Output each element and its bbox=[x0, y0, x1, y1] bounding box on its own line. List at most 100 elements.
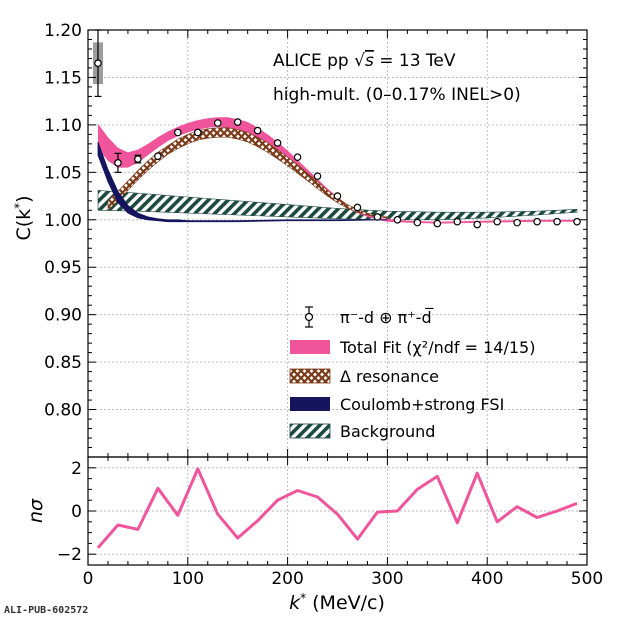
data-marker bbox=[273, 139, 282, 147]
data-point bbox=[213, 119, 222, 127]
x-tick-label: 0 bbox=[83, 569, 94, 589]
publication-id: ALI-PUB-602572 bbox=[4, 605, 88, 616]
model-bands bbox=[97, 117, 578, 224]
data-point bbox=[453, 217, 462, 226]
data-point bbox=[273, 139, 282, 147]
data-point bbox=[174, 128, 182, 137]
data-point bbox=[353, 203, 362, 212]
data-point bbox=[433, 219, 442, 228]
x-tick-labels: 0 100 200 300 400 500 bbox=[83, 569, 604, 589]
data-point bbox=[493, 217, 501, 226]
bottom-y-tick-label: 2 bbox=[71, 459, 82, 479]
data-marker bbox=[493, 217, 501, 226]
legend: π⁻-d ⊕ π⁺-d̅ Total Fit (χ²/ndf = 14/15) … bbox=[289, 306, 535, 441]
data-marker bbox=[94, 59, 102, 68]
data-point bbox=[553, 217, 561, 226]
bottom-y-tick-label: 0 bbox=[71, 502, 82, 522]
legend-entry-background: Background bbox=[289, 422, 435, 441]
data-point bbox=[94, 29, 102, 98]
legend-label-background: Background bbox=[340, 422, 435, 441]
bottom-tick-marks bbox=[87, 457, 588, 565]
annotation-multiplicity: high-mult. (0–0.17% INEL>0) bbox=[273, 85, 521, 105]
data-marker bbox=[193, 128, 202, 137]
background-band bbox=[97, 190, 578, 221]
top-tick-marks bbox=[87, 29, 588, 458]
x-tick-label: 300 bbox=[371, 569, 403, 589]
legend-data-marker bbox=[304, 312, 314, 322]
data-point bbox=[233, 118, 242, 126]
legend-swatch-total-fit bbox=[290, 340, 330, 354]
data-marker bbox=[513, 218, 521, 227]
annotation-collaboration: ALICE pp √s = 13 TeV bbox=[273, 51, 456, 71]
data-point bbox=[193, 128, 202, 137]
data-marker bbox=[213, 119, 222, 127]
data-points bbox=[94, 29, 581, 229]
bottom-y-axis-label: nσ bbox=[25, 498, 47, 523]
data-marker bbox=[313, 172, 322, 180]
top-y-tick-label: 1.05 bbox=[44, 163, 82, 183]
top-y-tick-label: 0.80 bbox=[44, 401, 82, 421]
data-marker bbox=[333, 192, 342, 200]
legend-label-coulomb: Coulomb+strong FSI bbox=[340, 395, 504, 414]
top-y-tick-label: 1.15 bbox=[44, 68, 82, 88]
top-y-tick-label: 1.20 bbox=[44, 21, 82, 41]
x-tick-label: 100 bbox=[172, 569, 204, 589]
data-marker bbox=[293, 153, 302, 161]
data-point bbox=[313, 172, 322, 180]
data-point bbox=[573, 217, 581, 226]
data-marker bbox=[433, 219, 442, 228]
data-marker bbox=[253, 126, 262, 135]
bottom-y-tick-label: −2 bbox=[57, 545, 82, 565]
legend-swatch-coulomb bbox=[290, 397, 330, 411]
data-marker bbox=[473, 220, 482, 229]
x-tick-label: 500 bbox=[571, 569, 603, 589]
data-marker bbox=[154, 152, 162, 161]
legend-swatch-background bbox=[289, 423, 331, 439]
data-marker bbox=[373, 213, 382, 221]
data-point bbox=[373, 213, 382, 221]
top-y-tick-label: 0.90 bbox=[44, 306, 82, 326]
data-point bbox=[533, 217, 541, 226]
data-point bbox=[134, 154, 142, 164]
data-marker bbox=[413, 218, 422, 227]
data-marker bbox=[553, 217, 561, 226]
legend-label-data: π⁻-d ⊕ π⁺-d̅ bbox=[340, 308, 434, 327]
top-panel: 0.80 0.85 0.90 0.95 1.00 1.05 1.10 1.15 1.20 C(k… bbox=[12, 21, 588, 458]
legend-entry-data: π⁻-d ⊕ π⁺-d̅ bbox=[304, 306, 434, 328]
data-point bbox=[413, 218, 422, 227]
legend-label-delta: Δ resonance bbox=[340, 367, 439, 386]
data-point bbox=[473, 220, 482, 229]
bottom-gridlines bbox=[88, 457, 587, 565]
legend-swatch-delta bbox=[289, 368, 331, 384]
data-point bbox=[253, 126, 262, 135]
legend-entry-total-fit: Total Fit (χ²/ndf = 14/15) bbox=[290, 338, 535, 357]
data-point bbox=[114, 152, 122, 173]
x-tick-label: 400 bbox=[471, 569, 503, 589]
data-marker bbox=[393, 215, 402, 224]
data-marker bbox=[453, 217, 462, 226]
legend-entry-delta: Δ resonance bbox=[289, 367, 439, 386]
nsigma-series-line bbox=[96, 467, 578, 549]
coulomb-strong-fsi-band bbox=[97, 141, 388, 223]
top-y-tick-label: 1.10 bbox=[44, 116, 82, 136]
data-marker bbox=[114, 159, 122, 167]
data-point bbox=[293, 153, 302, 161]
x-tick-label: 200 bbox=[271, 569, 303, 589]
top-y-tick-labels: 0.80 0.85 0.90 0.95 1.00 1.05 1.10 1.15 1.20 bbox=[44, 21, 82, 421]
x-axis-label: k* (MeV/c) bbox=[289, 591, 385, 614]
top-y-tick-label: 0.85 bbox=[44, 353, 82, 373]
bottom-y-tick-labels: −2 0 2 bbox=[57, 459, 82, 565]
data-point bbox=[154, 152, 162, 161]
delta-resonance-band bbox=[107, 127, 388, 219]
top-y-tick-label: 0.95 bbox=[44, 258, 82, 278]
data-point bbox=[513, 218, 521, 227]
top-y-axis-label: C(k*) bbox=[12, 195, 35, 240]
data-marker bbox=[174, 128, 182, 137]
data-marker bbox=[134, 155, 142, 163]
data-marker bbox=[573, 217, 581, 226]
data-marker bbox=[533, 217, 541, 226]
data-point bbox=[393, 215, 402, 224]
top-y-tick-label: 1.00 bbox=[44, 211, 82, 231]
data-marker bbox=[233, 118, 242, 126]
